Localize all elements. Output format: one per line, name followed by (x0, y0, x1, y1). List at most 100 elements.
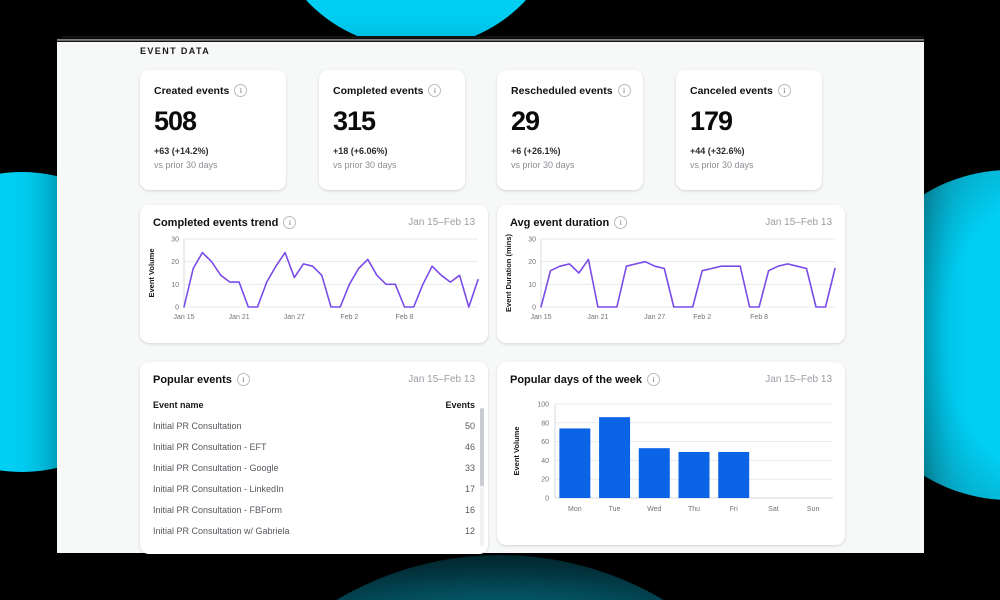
svg-text:30: 30 (528, 237, 536, 244)
card-avg-event-duration[interactable]: Avg event duration i Jan 15–Feb 13 0 10 20… (497, 205, 845, 343)
card-popular-days-of-week[interactable]: Popular days of the week i Jan 15–Feb 13… (497, 362, 845, 545)
card-header: Popular events i Jan 15–Feb 13 (140, 362, 488, 386)
kpi-card-rescheduled-events[interactable]: Rescheduled events i 29 +6 (+26.1%) vs p… (497, 70, 643, 190)
decorative-circle-bottom (180, 555, 820, 600)
kpi-card-completed-events[interactable]: Completed events i 315 +18 (+6.06%) vs p… (319, 70, 465, 190)
section-label: EVENT DATA (140, 46, 211, 56)
table-row[interactable]: Initial PR Consultation 50 (153, 415, 475, 436)
info-icon[interactable]: i (617, 84, 631, 97)
kpi-card-canceled-events[interactable]: Canceled events i 179 +44 (+32.6%) vs pr… (676, 70, 822, 190)
cell-event-name: Initial PR Consultation - EFT (153, 441, 267, 452)
svg-text:Feb 8: Feb 8 (396, 314, 414, 321)
table-row[interactable]: Initial PR Consultation - FBForm 16 (153, 499, 475, 520)
cell-event-name: Initial PR Consultation w/ Gabriela (153, 525, 290, 536)
svg-text:0: 0 (532, 305, 536, 312)
cell-events-count: 46 (464, 441, 475, 452)
column-header-event-name: Event name (153, 399, 204, 410)
info-icon[interactable]: i (647, 373, 661, 386)
card-header: Popular days of the week i Jan 15–Feb 13 (497, 362, 845, 386)
kpi-delta: +44 (+32.6%) (690, 146, 745, 156)
card-header: Avg event duration i Jan 15–Feb 13 (497, 205, 845, 229)
svg-text:20: 20 (528, 259, 536, 266)
kpi-title: Canceled events (690, 84, 773, 97)
cell-events-count: 17 (464, 483, 475, 494)
kpi-delta: +18 (+6.06%) (333, 146, 388, 156)
svg-text:Wed: Wed (647, 506, 661, 513)
table-row[interactable]: Initial PR Consultation - LinkedIn 17 (153, 478, 475, 499)
info-icon[interactable]: i (777, 84, 791, 97)
svg-text:Feb 2: Feb 2 (340, 314, 358, 321)
card-header-left: Popular days of the week i (510, 373, 661, 386)
svg-text:10: 10 (528, 282, 536, 289)
card-title: Popular days of the week (510, 373, 643, 386)
svg-text:100: 100 (537, 402, 549, 409)
cell-events-count: 16 (464, 504, 475, 515)
info-icon[interactable]: i (614, 216, 628, 229)
cell-event-name: Initial PR Consultation - FBForm (153, 504, 283, 515)
kpi-header: Canceled events i (690, 84, 808, 97)
svg-text:Sun: Sun (807, 506, 820, 513)
info-icon[interactable]: i (236, 373, 250, 386)
card-date-range: Jan 15–Feb 13 (408, 217, 475, 228)
kpi-title: Created events (154, 84, 230, 97)
svg-text:0: 0 (545, 496, 549, 503)
info-icon[interactable]: i (428, 84, 442, 97)
cell-events-count: 33 (464, 462, 475, 473)
svg-text:Jan 21: Jan 21 (229, 314, 250, 321)
kpi-delta: +63 (+14.2%) (154, 146, 209, 156)
bar-chart-popular-days: 0 20 40 60 80 100 Event Volume Mon Tue Wed Thu Fri S… (512, 402, 833, 513)
info-icon[interactable]: i (234, 84, 248, 97)
kpi-header: Rescheduled events i (511, 84, 631, 97)
kpi-value: 315 (333, 106, 376, 136)
popular-events-table: Event name Events Initial PR Consultatio… (140, 386, 488, 541)
svg-text:Thu: Thu (688, 506, 700, 513)
kpi-subtext: vs prior 30 days (154, 160, 218, 170)
kpi-header: Completed events i (333, 84, 451, 97)
cell-events-count: 12 (464, 525, 475, 536)
svg-text:Tue: Tue (609, 506, 621, 513)
svg-text:Event Volume: Event Volume (147, 248, 156, 297)
svg-text:Fri: Fri (730, 506, 739, 513)
svg-text:Mon: Mon (568, 506, 582, 513)
card-title: Popular events (153, 373, 232, 386)
table-row[interactable]: Initial PR Consultation w/ Gabriela 12 (153, 520, 475, 541)
svg-text:Event Volume: Event Volume (512, 426, 521, 475)
svg-text:20: 20 (541, 477, 549, 484)
column-header-events: Events (445, 399, 475, 410)
svg-text:Jan 27: Jan 27 (284, 314, 305, 321)
kpi-header: Created events i (154, 84, 272, 97)
table-scrollbar[interactable] (480, 408, 484, 546)
line-chart-avg-event-duration: 0 10 20 30 Event Duration (mins) Jan 15 Jan 21… (504, 234, 836, 321)
kpi-value: 179 (690, 106, 733, 136)
svg-text:10: 10 (171, 282, 179, 289)
svg-text:40: 40 (541, 458, 549, 465)
svg-text:Sat: Sat (768, 506, 779, 513)
card-date-range: Jan 15–Feb 13 (765, 217, 832, 228)
card-date-range: Jan 15–Feb 13 (408, 374, 475, 385)
table-scrollbar-thumb[interactable] (480, 408, 484, 486)
cell-events-count: 50 (464, 420, 475, 431)
card-title: Avg event duration (510, 216, 610, 229)
svg-text:80: 80 (541, 420, 549, 427)
table-row[interactable]: Initial PR Consultation - Google 33 (153, 457, 475, 478)
table-row[interactable]: Initial PR Consultation - EFT 46 (153, 436, 475, 457)
card-popular-events[interactable]: Popular events i Jan 15–Feb 13 Event nam… (140, 362, 488, 554)
kpi-subtext: vs prior 30 days (511, 160, 575, 170)
card-header-left: Avg event duration i (510, 216, 628, 229)
svg-text:Feb 2: Feb 2 (693, 314, 711, 321)
card-title: Completed events trend (153, 216, 279, 229)
svg-text:Jan 27: Jan 27 (644, 314, 665, 321)
svg-text:20: 20 (171, 259, 179, 266)
card-completed-events-trend[interactable]: Completed events trend i Jan 15–Feb 13 0… (140, 205, 488, 343)
cell-event-name: Initial PR Consultation - LinkedIn (153, 483, 284, 494)
kpi-value: 508 (154, 106, 197, 136)
card-header: Completed events trend i Jan 15–Feb 13 (140, 205, 488, 229)
table-body: Initial PR Consultation 50 Initial PR Cons… (153, 415, 475, 541)
kpi-delta: +6 (+26.1%) (511, 146, 561, 156)
info-icon[interactable]: i (283, 216, 297, 229)
card-header-left: Completed events trend i (153, 216, 297, 229)
kpi-card-created-events[interactable]: Created events i 508 +63 (+14.2%) vs pri… (140, 70, 286, 190)
kpi-title: Completed events (333, 84, 424, 97)
svg-text:Jan 15: Jan 15 (530, 314, 551, 321)
